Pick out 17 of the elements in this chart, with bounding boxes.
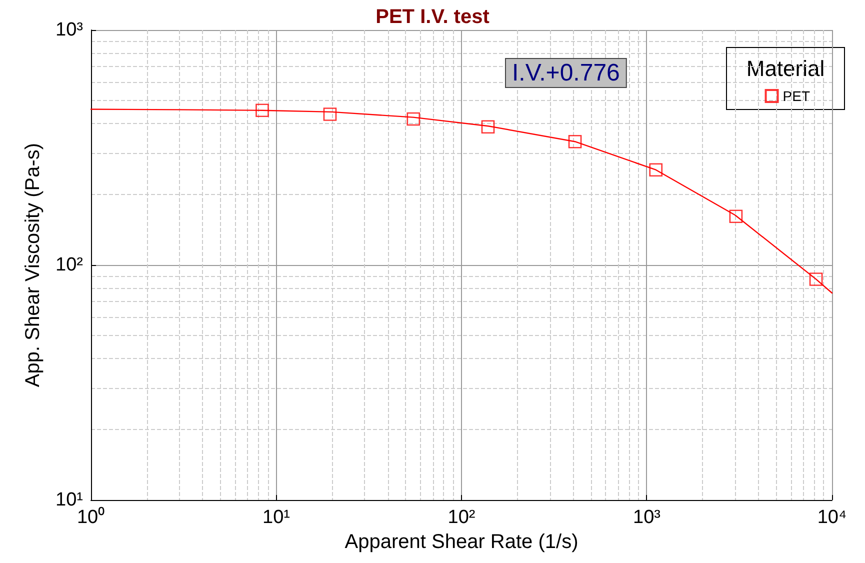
y-tick-label: 10² (56, 254, 83, 276)
point (809, 272, 823, 286)
x-tick-label: 10¹ (262, 507, 290, 528)
chart-title: PET I.V. test (376, 6, 490, 28)
legend-title: Material (746, 56, 825, 81)
x-tick-label: 10⁴ (817, 507, 847, 528)
x-axis-title: Apparent Shear Rate (1/s) (344, 530, 578, 553)
y-axis-title: App. Shear Viscosity (Pa-s) (22, 142, 44, 388)
legend-label: PET (782, 88, 810, 104)
x-tick-label: 10³ (633, 507, 660, 528)
point (568, 134, 582, 148)
point (649, 163, 663, 177)
x-tick-label: 10² (448, 507, 476, 528)
y-tick-label: 10³ (56, 20, 83, 40)
point (729, 210, 743, 224)
point (406, 112, 420, 126)
annotation: I.V.+0.776 (512, 60, 620, 86)
